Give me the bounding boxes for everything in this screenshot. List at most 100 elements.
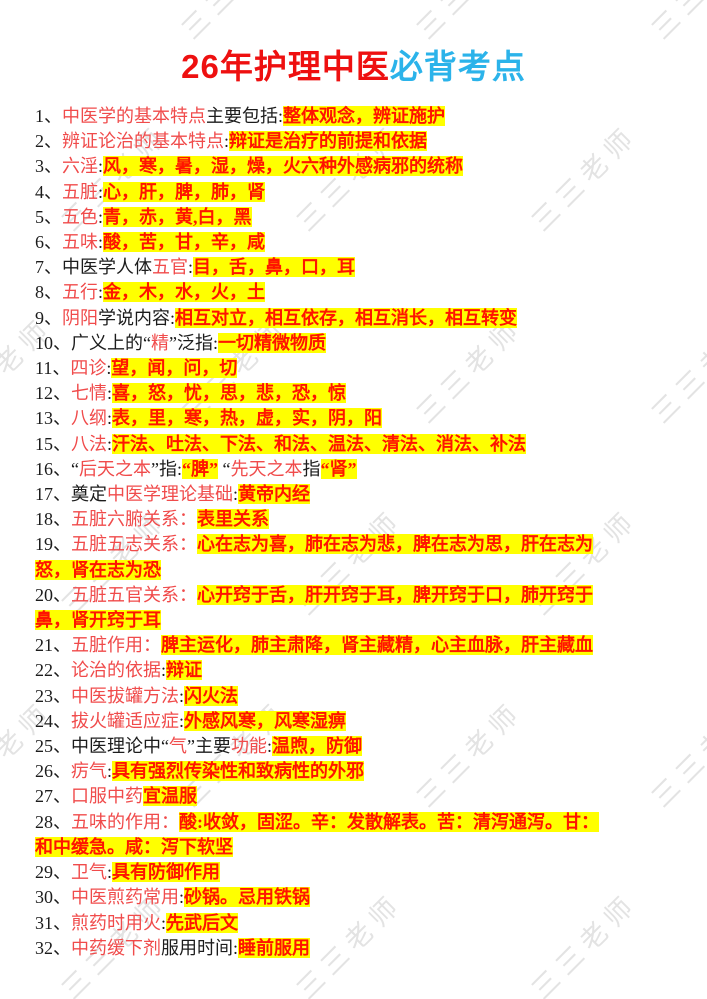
list-item: 25、中医理论中“气”主要功能:温煦，防御 (35, 734, 676, 759)
item-text: 五味 (62, 232, 98, 253)
item-text: 五脏 (62, 181, 98, 202)
item-text: 辨证论治的基本特点 (62, 131, 224, 152)
item-text: : (267, 736, 273, 757)
list-item: 12、七情:喜，怒，忧，思，悲，恐，惊 (35, 381, 676, 406)
item-text: : (107, 761, 113, 782)
highlighted-text: 表里关系 (197, 509, 269, 530)
item-number: 11、 (35, 358, 71, 379)
highlighted-text: 汗法、吐法、下法、和法、温法、清法、消法、补法 (112, 433, 527, 454)
item-text: 五味的作用： (71, 811, 179, 832)
item-text: 先天之本 (230, 458, 303, 479)
item-text: 中医学人体 (62, 257, 152, 278)
item-text: : (161, 660, 167, 681)
item-text: 口服中药 (71, 786, 143, 807)
highlighted-text: 脾主运化，肺主肃降，肾主藏精，心主血脉，肝主藏血 (161, 635, 593, 656)
item-text: : (161, 912, 167, 933)
list-item: 32、中药缓下剂服用时间:睡前服用 (35, 936, 676, 961)
list-item: 19、五脏五志关系：心在志为喜，肺在志为悲，脾在志为思，肝在志为 怒，肾在志为恐 (35, 532, 676, 582)
highlighted-text: 整体观念，辨证施护 (283, 106, 446, 126)
item-text: : (107, 383, 113, 404)
item-text: 五脏六腑关系： (71, 509, 197, 530)
item-number: 1、 (35, 106, 62, 126)
list-item: 5、五色:青，赤，黄,白，黑 (35, 205, 676, 230)
item-text: 煎药时用火 (71, 912, 161, 933)
item-text: 服用时间: (161, 937, 239, 958)
list-item: 6、五味:酸，苦，甘，辛，咸 (35, 230, 676, 255)
key-points-list: 1、中医学的基本特点主要包括:整体观念，辨证施护 2、辨证论治的基本特点:辩证是治… (35, 104, 676, 961)
item-text: 学说内容: (98, 307, 176, 328)
item-text: ”主要 (187, 736, 231, 757)
item-number: 24、 (35, 710, 71, 731)
item-number: 17、 (35, 484, 71, 505)
item-text: ”泛指: (169, 332, 218, 353)
item-number: 26、 (35, 761, 71, 782)
highlighted-text: 喜，怒，忧，思，悲，恐，惊 (112, 383, 347, 404)
item-text: 主要包括: (206, 106, 284, 126)
list-item: 11、四诊:望，闻，问，切 (35, 356, 676, 381)
item-number: 2、 (35, 131, 62, 152)
item-text: 疠气 (71, 761, 107, 782)
item-number: 27、 (35, 786, 71, 807)
highlighted-text: 辩证 (166, 660, 203, 681)
item-text: : (106, 358, 112, 379)
item-text: 指 (302, 458, 321, 479)
item-text: 五脏五官关系： (71, 584, 197, 605)
item-text: 中医拔罐方法 (71, 685, 179, 706)
item-text: 精 (151, 332, 169, 353)
highlighted-text: 目，舌，鼻，口，耳 (193, 257, 356, 278)
item-text: : (107, 408, 113, 429)
item-text: 四诊 (70, 358, 107, 379)
list-item: 23、中医拔罐方法:闪火法 (35, 684, 676, 709)
item-number: 6、 (35, 232, 62, 253)
item-number: 20、 (35, 584, 71, 605)
item-number: 21、 (35, 635, 71, 656)
item-text: 论治的依据 (71, 660, 161, 681)
highlighted-text: 辩证是治疗的前提和依据 (229, 131, 428, 152)
item-text: 六淫 (62, 156, 98, 177)
highlighted-text: 金，木，水，火，土 (103, 282, 266, 303)
item-number: 18、 (35, 509, 71, 530)
item-number: 23、 (35, 685, 71, 706)
item-number: 8、 (35, 282, 62, 303)
item-text: : (224, 131, 230, 152)
item-text: 中医学的基本特点 (62, 106, 206, 126)
list-item: 31、煎药时用火:先武后文 (35, 911, 676, 936)
list-item: 27、口服中药宜温服 (35, 784, 676, 809)
item-text: 七情 (71, 383, 107, 404)
list-item: 26、疠气:具有强烈传染性和致病性的外邪 (35, 759, 676, 784)
list-item: 17、奠定中医学理论基础:黄帝内经 (35, 482, 676, 507)
list-item: 21、五脏作用：脾主运化，肺主肃降，肾主藏精，心主血脉，肝主藏血 (35, 633, 676, 658)
item-text: 阴阳 (62, 307, 98, 328)
item-number: 5、 (35, 206, 62, 227)
list-item: 30、中医煎药常用:砂锅。忌用铁锅 (35, 885, 676, 910)
highlighted-text: 具有防御作用 (112, 862, 221, 883)
item-text: 卫气 (71, 862, 107, 883)
item-text: 五色 (62, 206, 98, 227)
item-number: 22、 (35, 660, 71, 681)
highlighted-text: 青，赤，黄,白，黑 (103, 206, 252, 227)
highlighted-text: 外感风寒，风寒湿痹 (184, 710, 347, 731)
item-number: 30、 (35, 887, 71, 908)
list-item: 4、五脏:心，肝，脾，肺，肾 (35, 180, 676, 205)
item-text: : (98, 156, 104, 177)
item-number: 12、 (35, 383, 71, 404)
list-item: 16、“后天之本”指:“脾” “先天之本指“肾” (35, 457, 676, 482)
highlighted-text: 风，寒，暑，湿，燥，火六种外感病邪的统称 (103, 156, 464, 177)
item-number: 15、 (35, 433, 71, 454)
item-text: 拔火罐适应症 (71, 710, 179, 731)
item-text: 中医学理论基础 (107, 484, 233, 505)
list-item: 3、六淫:风，寒，暑，湿，燥，火六种外感病邪的统称 (35, 154, 676, 179)
list-item: 22、论治的依据:辩证 (35, 658, 676, 683)
page-title-blue: 必背考点 (389, 48, 526, 85)
highlighted-text: 心，肝，脾，肺，肾 (103, 181, 266, 202)
highlighted-text: 相互对立，相互依存，相互消长，相互转变 (175, 307, 518, 328)
item-text: “ (71, 458, 79, 479)
list-item: 13、八纲:表，里，寒，热，虚，实，阴，阳 (35, 406, 676, 431)
item-text: : (179, 710, 185, 731)
list-item: 24、拔火罐适应症:外感风寒，风寒湿痹 (35, 709, 676, 734)
item-text: : (179, 887, 185, 908)
item-text: 功能 (231, 736, 267, 757)
highlighted-text: “脾” (182, 458, 218, 479)
list-item: 2、辨证论治的基本特点:辩证是治疗的前提和依据 (35, 129, 676, 154)
